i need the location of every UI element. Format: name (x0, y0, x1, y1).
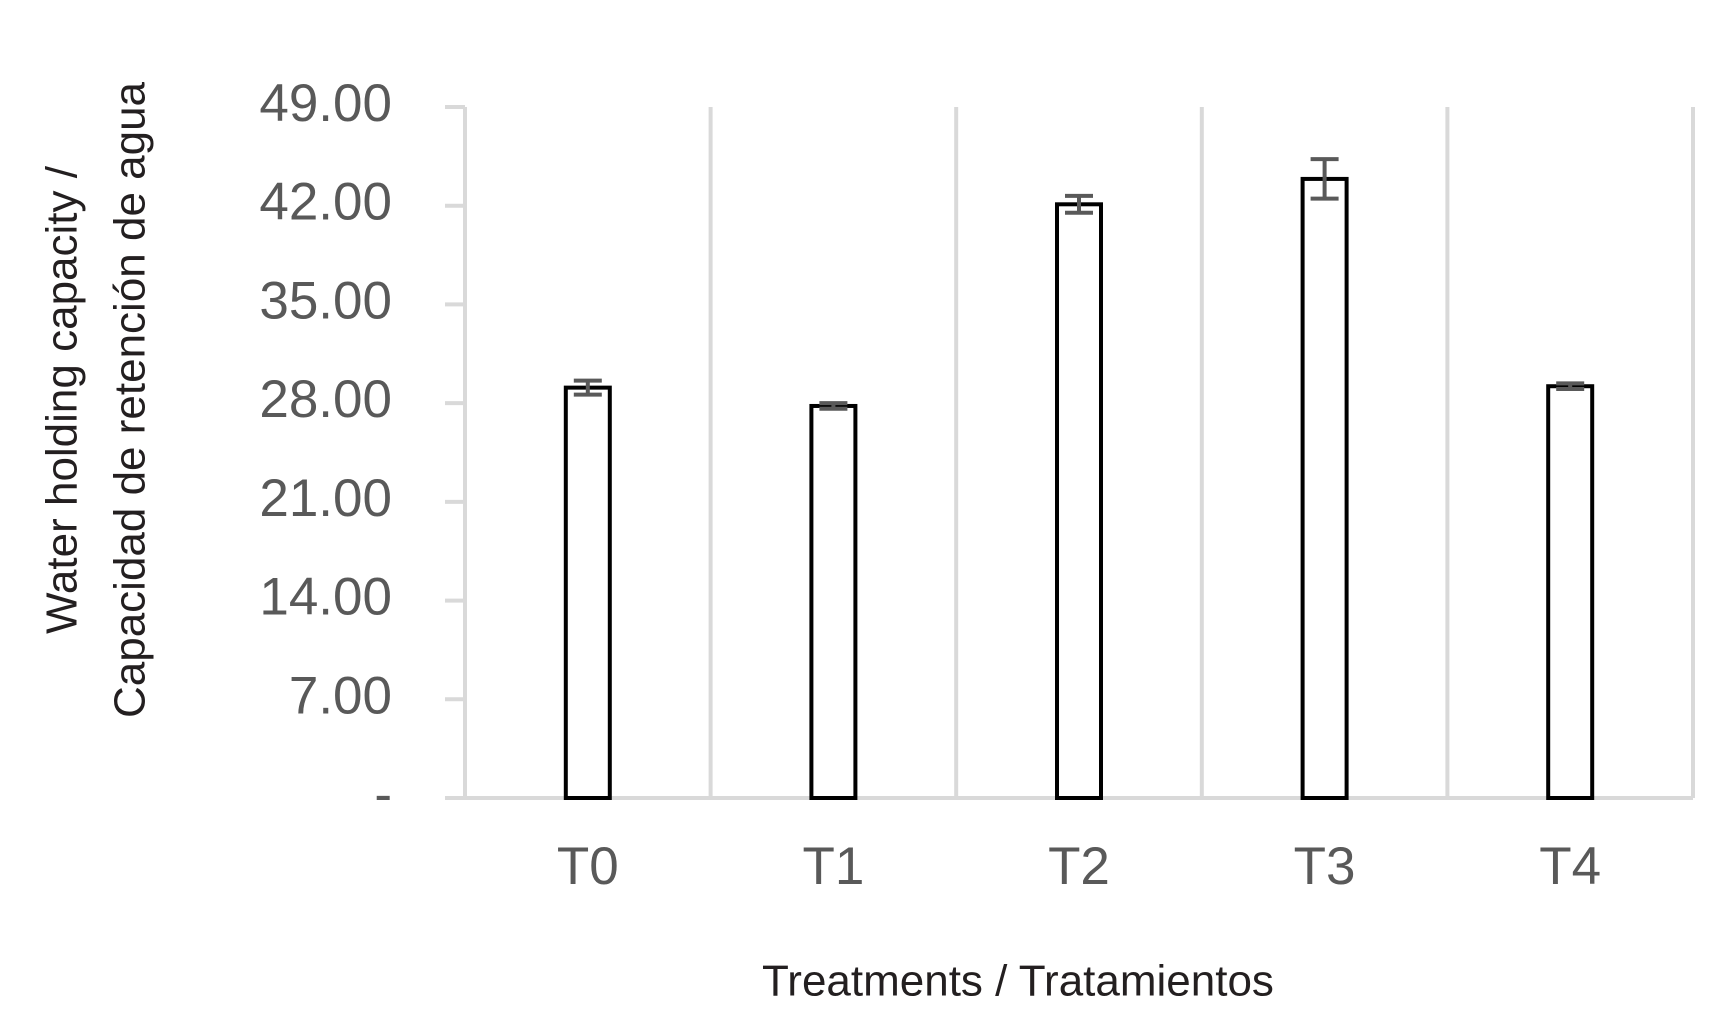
y-axis-title-line: Water holding capacity / (38, 165, 87, 634)
bar (1055, 202, 1103, 800)
bar (1300, 176, 1349, 800)
x-axis-title: Treatments / Tratamientos (762, 957, 1274, 1006)
error-bar (1065, 193, 1093, 215)
y-tick-label: 7.00 (289, 666, 392, 725)
y-tick-label: 28.00 (259, 370, 392, 429)
y-tick-label: - (374, 765, 392, 824)
error-bar (573, 378, 602, 397)
bar (563, 385, 612, 800)
y-tick-label: 42.00 (259, 173, 392, 232)
y-axis-title: Water holding capacity / Capacidad de re… (38, 81, 155, 718)
y-tick-label: 14.00 (259, 568, 392, 627)
x-tick-label: T3 (1294, 837, 1356, 896)
bar (1546, 384, 1595, 800)
y-tick-label: 35.00 (259, 271, 392, 330)
error-bar (1310, 157, 1339, 201)
x-tick-label: T4 (1539, 837, 1601, 896)
x-tick-label: T1 (802, 837, 864, 896)
y-tick-label: 21.00 (259, 469, 392, 528)
x-tick-label: T0 (557, 837, 619, 896)
bar (809, 403, 858, 800)
y-tick-label: 49.00 (259, 74, 392, 133)
x-tick-label: T2 (1048, 837, 1110, 896)
error-bar (1556, 381, 1585, 392)
y-axis-title-line: Capacidad de retención de agua (106, 81, 155, 718)
error-bar (819, 401, 848, 411)
